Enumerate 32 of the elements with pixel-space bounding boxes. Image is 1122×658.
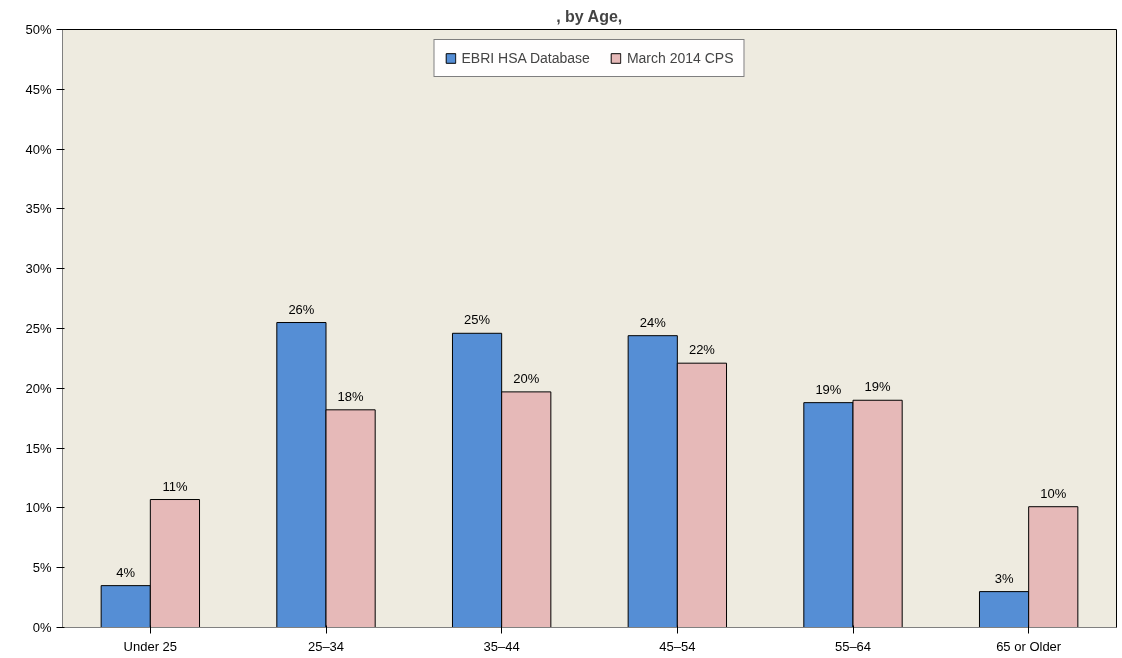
data-label: 3% <box>994 570 1014 586</box>
x-tick-label: Under 25 <box>123 638 178 654</box>
x-tick-label: 25–34 <box>307 638 345 654</box>
x-tick-label: 45–54 <box>659 638 696 654</box>
y-tick-label: 15% <box>25 440 52 456</box>
x-tick-label: 35–44 <box>483 638 520 654</box>
y-tick-label: 45% <box>25 81 52 97</box>
y-tick-label: 25% <box>25 321 52 336</box>
legend-label: March 2014 CPS <box>626 50 734 66</box>
x-tick-label: 65 or Older <box>996 638 1062 654</box>
y-tick-label: 20% <box>25 380 52 396</box>
data-label: 19% <box>864 379 892 395</box>
data-label: 18% <box>337 388 365 404</box>
data-label: 10% <box>1040 485 1067 501</box>
y-tick-label: 50% <box>25 22 52 37</box>
y-tick-label: 35% <box>25 201 52 217</box>
data-label: 20% <box>513 370 540 386</box>
data-label: 19% <box>815 381 842 397</box>
legend-label: EBRI HSA Database <box>461 50 590 66</box>
y-tick-label: 0% <box>32 620 52 635</box>
y-tick-label: 30% <box>25 261 52 277</box>
data-label: 4% <box>116 564 136 580</box>
data-label: 25% <box>464 312 491 328</box>
chart-title: , by Age, <box>556 7 623 25</box>
data-label: 22% <box>688 342 716 358</box>
x-tick-label: 55–64 <box>834 638 872 654</box>
y-tick-label: 10% <box>25 500 52 516</box>
data-label: 26% <box>288 301 315 317</box>
data-label: 11% <box>162 478 188 494</box>
y-tick-label: 40% <box>25 141 52 157</box>
data-label: 24% <box>639 314 667 330</box>
y-tick-label: 5% <box>32 560 52 576</box>
